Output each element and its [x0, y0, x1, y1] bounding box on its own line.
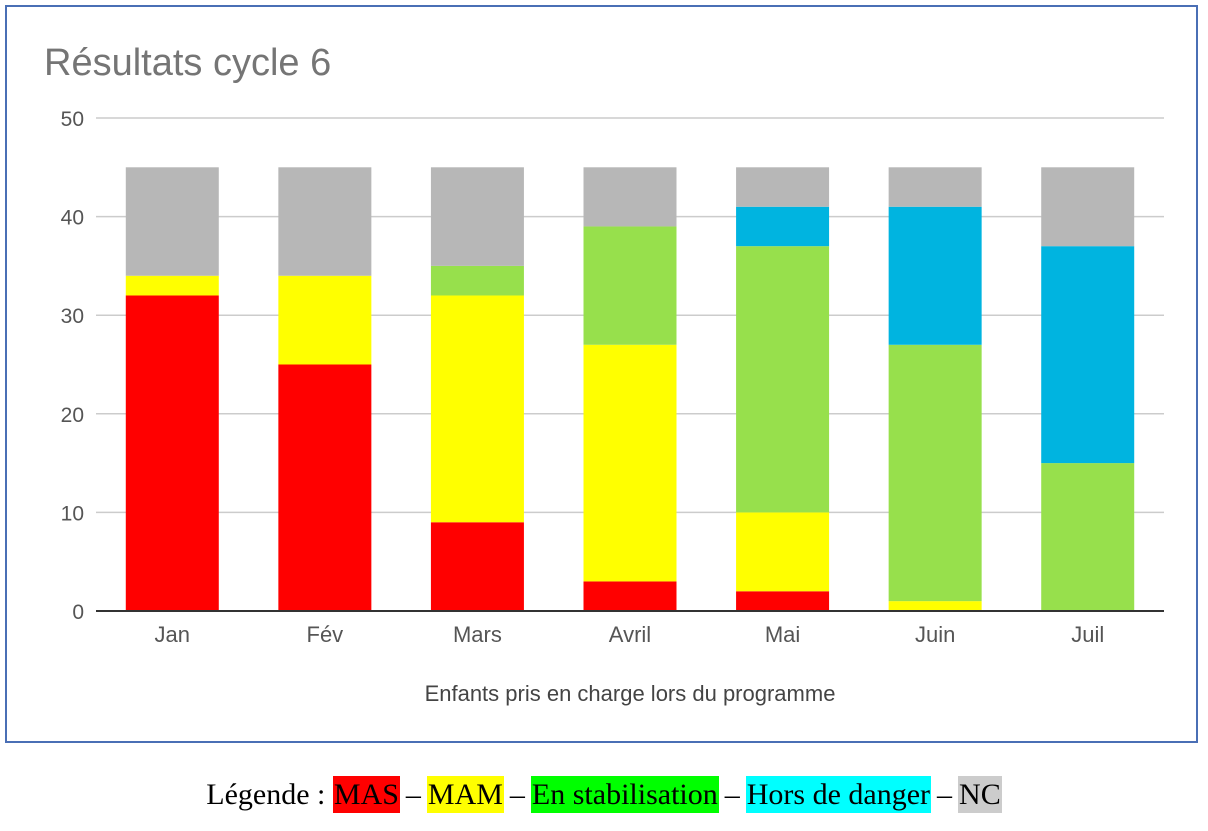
- bar-en-stabilisation: [1041, 463, 1135, 611]
- x-axis-label: Enfants pris en charge lors du programme: [425, 681, 836, 706]
- y-tick-label: 50: [61, 108, 84, 131]
- bar-nc: [583, 167, 677, 227]
- x-tick-label: Avril: [609, 622, 651, 647]
- bar-en-stabilisation: [888, 344, 982, 602]
- x-tick-label: Fév: [307, 622, 344, 647]
- legend-item: MAS: [332, 776, 400, 813]
- legend-item: En stabilisation: [530, 776, 719, 813]
- axis-labels: 0 10 20 30 40 50 Jan Fév Mars Avril Mai Juin Juil: [61, 108, 1105, 647]
- bar-mam: [736, 512, 830, 592]
- bar-nc: [1041, 167, 1135, 247]
- bar-mam: [888, 601, 982, 611]
- bar-mam: [430, 295, 524, 523]
- bar-mas: [430, 522, 524, 611]
- bar-mam: [125, 275, 219, 296]
- bars: [125, 167, 1135, 611]
- y-tick-label: 30: [61, 305, 84, 328]
- legend-item: NC: [958, 776, 1002, 813]
- y-tick-label: 40: [61, 207, 84, 230]
- bar-nc: [125, 167, 219, 276]
- bar-mam: [278, 275, 372, 365]
- x-tick-label: Mars: [453, 622, 502, 647]
- legend-prefix: Légende :: [206, 778, 333, 811]
- x-tick-label: Mai: [765, 622, 800, 647]
- x-tick-label: Juin: [915, 622, 955, 647]
- chart-title: Résultats cycle 6: [44, 42, 331, 84]
- legend-item: MAM: [426, 776, 504, 813]
- bar-mas: [736, 591, 830, 611]
- bar-nc: [278, 167, 372, 276]
- x-tick-label: Juil: [1071, 622, 1104, 647]
- bar-nc: [736, 167, 830, 207]
- y-tick-label: 20: [61, 404, 84, 427]
- legend-separator: –: [724, 778, 740, 811]
- bar-en-stabilisation: [736, 246, 830, 513]
- bar-en-stabilisation: [583, 226, 677, 345]
- bar-mas: [583, 581, 677, 611]
- bar-hors-de-danger: [1041, 246, 1135, 464]
- x-tick-label: Jan: [155, 622, 190, 647]
- bar-mas: [278, 364, 372, 611]
- bar-nc: [430, 167, 524, 266]
- chart-svg: Résultats cycle 6 0 10 20 30 40 50 Jan Fév Mars A…: [44, 42, 1164, 706]
- y-tick-label: 10: [61, 502, 84, 525]
- legend-separator: –: [405, 778, 421, 811]
- bar-mam: [583, 344, 677, 582]
- legend-separator: –: [509, 778, 525, 811]
- bar-en-stabilisation: [430, 265, 524, 296]
- legend-separator: –: [937, 778, 953, 811]
- bar-nc: [888, 167, 982, 207]
- bar-mas: [125, 295, 219, 611]
- legend-item: Hors de danger: [745, 776, 932, 813]
- y-tick-label: 0: [72, 601, 84, 624]
- bar-hors-de-danger: [736, 206, 830, 247]
- bar-hors-de-danger: [888, 206, 982, 345]
- legend: Légende : MAS – MAM – En stabilisation – Hors …: [0, 776, 1208, 813]
